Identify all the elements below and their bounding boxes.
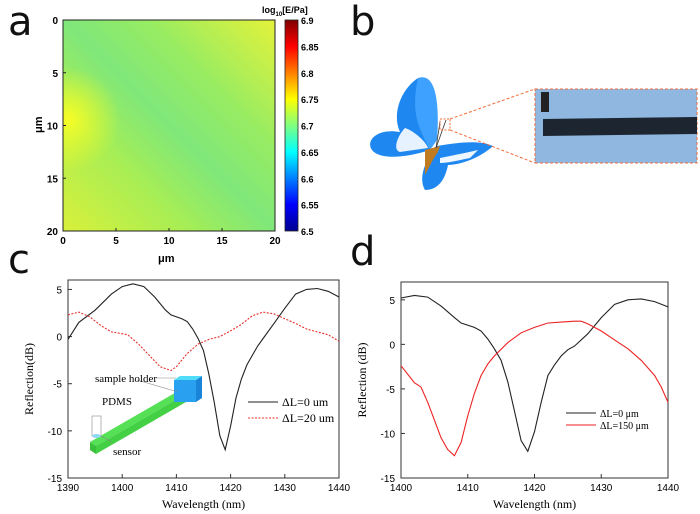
y-tick-label: -15 — [48, 474, 63, 485]
y-tick-label: 10 — [47, 122, 59, 133]
y-axis-label: Reflection(dB) — [22, 343, 36, 415]
colorbar-tick-label: 6.65 — [301, 148, 319, 158]
colorbar-tick-label: 6.8 — [301, 69, 314, 79]
butterfly-illustration — [370, 77, 493, 190]
y-axis-label: Reflection (dB) — [355, 343, 369, 418]
x-tick-label: 10 — [163, 236, 175, 247]
legend-label: ΔL=0 um — [282, 395, 329, 409]
zoom-line-top — [449, 88, 536, 120]
line-chart-d: 1400 1410 1420 1430 1440 5 0 -5 -10 -15 Wavelength… — [355, 281, 680, 511]
x-tick-label: 1390 — [57, 483, 80, 494]
x-axis-label: Wavelength (nm) — [162, 497, 245, 511]
line-chart-c: 1390 1400 1410 1420 1430 1440 5 0 -5 -10 -15 Wavele… — [22, 279, 351, 511]
plot-frame — [67, 279, 340, 479]
colorbar-tick-label: 6.55 — [301, 201, 319, 211]
y-tick-label: 5 — [389, 296, 395, 307]
colorbar-tick-label: 6.9 — [301, 16, 314, 26]
y-tick-label: 20 — [47, 227, 59, 238]
colorbar — [284, 19, 299, 232]
y-tick-label: -15 — [381, 474, 396, 485]
colorbar-tick-label: 6.5 — [301, 227, 314, 237]
inset-label-pdms: PDMS — [102, 396, 132, 408]
x-tick-label: 0 — [60, 236, 66, 247]
legend-label: ΔL=0 μm — [600, 409, 639, 420]
x-tick-label: 1410 — [165, 483, 188, 494]
x-axis-label: Wavelength (nm) — [493, 497, 576, 511]
series-line — [67, 311, 340, 372]
colorbar-tick-label: 6.85 — [301, 42, 319, 52]
y-tick-label: -5 — [386, 385, 395, 396]
zoom-line-bottom — [449, 129, 536, 164]
legend-label: ΔL=20 um — [282, 411, 335, 425]
x-tick-label: 5 — [113, 236, 119, 247]
colorbar-label: log10[E/Pa] — [262, 5, 308, 18]
inset-label-sample-holder: sample holder — [95, 373, 157, 385]
series-line — [400, 294, 669, 453]
panel-label-a: a — [8, 0, 33, 45]
y-tick-label: 0 — [389, 340, 395, 351]
heatmap-highlight — [63, 20, 275, 231]
inset-label-sensor: sensor — [113, 446, 141, 458]
x-tick-label: 1440 — [657, 483, 680, 494]
panel-label-b: b — [350, 0, 376, 45]
x-tick-label: 1420 — [219, 483, 242, 494]
colorbar-tick-label: 6.6 — [301, 174, 314, 184]
x-axis-label: μm — [158, 253, 175, 265]
x-tick-label: 1430 — [274, 483, 297, 494]
plot-frame — [400, 281, 669, 479]
microscope-inset — [534, 88, 698, 164]
y-tick-label: 15 — [47, 174, 59, 185]
x-tick-label: 1400 — [390, 483, 413, 494]
y-tick-label: 5 — [56, 285, 62, 296]
sensor-schematic: sample holder PDMS sensor — [90, 373, 202, 458]
heatmap-panel: log10[E/Pa] μm μm 0 5 10 15 20051015206.96.8… — [33, 5, 319, 265]
series-line — [400, 320, 669, 457]
legend-label: ΔL=150 μm — [600, 421, 649, 432]
x-tick-label: 1410 — [457, 483, 480, 494]
x-tick-label: 15 — [216, 236, 228, 247]
x-tick-label: 1440 — [328, 483, 351, 494]
y-tick-label: -10 — [381, 429, 396, 440]
x-tick-label: 1400 — [111, 483, 134, 494]
x-tick-label: 1430 — [590, 483, 613, 494]
y-tick-label: 5 — [52, 69, 58, 80]
colorbar-tick-label: 6.75 — [301, 95, 319, 105]
panel-label-d: d — [350, 229, 376, 275]
y-tick-label: 0 — [56, 333, 62, 344]
colorbar-tick-label: 6.7 — [301, 122, 314, 132]
x-tick-label: 1420 — [523, 483, 546, 494]
panel-label-c: c — [8, 237, 30, 283]
y-tick-label: -5 — [53, 380, 62, 391]
series-line — [67, 283, 340, 452]
y-tick-label: 0 — [52, 16, 58, 27]
zoom-region-box — [439, 118, 451, 131]
y-axis-label: μm — [33, 116, 45, 133]
y-tick-label: -10 — [48, 427, 63, 438]
x-tick-label: 20 — [269, 236, 281, 247]
